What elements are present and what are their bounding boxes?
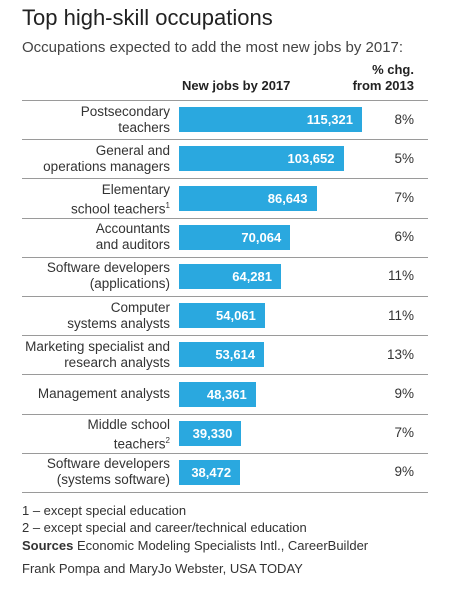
bar-value-label: 86,643 — [267, 191, 308, 206]
pct-change-header-line2: from 2013 — [352, 78, 414, 93]
row-label: Elementary school teachers1 — [10, 182, 170, 218]
row-label-line: Software developers — [46, 456, 170, 471]
row-divider — [22, 453, 428, 454]
row-label: Computer systems analysts — [10, 300, 170, 332]
pct-change-value: 13% — [386, 347, 414, 362]
data-bar — [179, 342, 265, 367]
bar-value-label: 70,064 — [241, 230, 282, 245]
row-label: General and operations managers — [10, 143, 170, 175]
row-label: Software developers (applications) — [10, 260, 170, 292]
data-bar — [179, 460, 241, 485]
row-label-line: research analysts — [64, 355, 170, 370]
row-label: Middle school teachers2 — [10, 417, 170, 453]
row-divider — [22, 335, 428, 336]
row-label: Management analysts — [10, 386, 170, 402]
footnote-marker: 1 — [165, 201, 170, 210]
data-bar — [179, 421, 242, 446]
row-label: Software developers (systems software) — [10, 456, 170, 488]
data-bar — [179, 303, 265, 328]
row-divider — [22, 492, 428, 493]
sources-line: Sources Economic Modeling Specialists In… — [22, 537, 368, 554]
row-label-line: Management analysts — [37, 386, 170, 401]
row-label-line: General and — [95, 143, 170, 158]
row-divider — [22, 414, 428, 415]
bar-value-label: 38,472 — [191, 465, 232, 480]
pct-change-value: 5% — [394, 151, 414, 166]
data-bar — [179, 146, 344, 171]
footnote-2: 2 – except special and career/technical … — [22, 520, 307, 535]
data-bar — [179, 107, 362, 132]
pct-change-value: 7% — [394, 425, 414, 440]
bar-value-label: 64,281 — [232, 269, 272, 284]
credit-line: Frank Pompa and MaryJo Webster, USA TODA… — [22, 561, 303, 576]
row-divider — [22, 100, 428, 101]
bar-value-label: 115,321 — [306, 112, 353, 127]
row-label-line: teachers2 — [113, 436, 170, 452]
pct-change-value: 9% — [394, 386, 414, 401]
chart-notes: 1 – except special education 2 – except … — [22, 502, 368, 577]
data-bar — [179, 225, 291, 250]
footnote-marker: 2 — [165, 436, 170, 445]
row-label-line: Postsecondary — [80, 104, 170, 119]
row-divider — [22, 374, 428, 375]
row-label: Accountants and auditors — [10, 221, 170, 253]
sources-text: Economic Modeling Specialists Intl., Car… — [76, 538, 369, 553]
row-label-line: operations managers — [43, 159, 170, 174]
row-divider — [22, 178, 428, 179]
row-label-line: teachers — [118, 120, 170, 135]
sources-label: Sources — [22, 538, 74, 553]
row-divider — [22, 296, 428, 297]
pct-change-value: 11% — [387, 268, 414, 283]
footnote-1: 1 – except special education — [22, 503, 187, 518]
pct-change-value: 11% — [387, 308, 414, 323]
pct-change-value: 9% — [394, 464, 414, 479]
bar-value-label: 53,614 — [215, 347, 256, 362]
row-label: Marketing specialist and research analyst… — [10, 339, 170, 371]
row-label: Postsecondary teachers — [10, 104, 170, 136]
bar-value-label: 39,330 — [192, 426, 233, 441]
new-jobs-column-header: New jobs by 2017 — [182, 78, 291, 93]
row-divider — [22, 257, 428, 258]
bar-value-label: 103,652 — [287, 151, 335, 166]
row-label-line: (applications) — [89, 276, 170, 291]
pct-change-header-line1: % chg. — [372, 62, 414, 77]
row-divider — [22, 218, 428, 219]
row-label-line: Elementary — [101, 182, 170, 197]
row-divider — [22, 139, 428, 140]
pct-change-value: 7% — [394, 190, 414, 205]
chart-subtitle: Occupations expected to add the most new… — [22, 39, 404, 56]
row-label-line: systems analysts — [67, 316, 170, 331]
data-bar — [179, 264, 281, 289]
row-label-line: Accountants — [95, 221, 170, 236]
row-label-line: Computer — [110, 300, 170, 315]
pct-change-value: 6% — [394, 229, 414, 244]
row-label-line: school teachers1 — [70, 201, 170, 217]
chart-title: Top high-skill occupations — [22, 5, 273, 30]
row-label-line: Marketing specialist and — [25, 339, 170, 354]
bar-value-label: 48,361 — [206, 387, 247, 402]
row-label-line: Software developers — [46, 260, 170, 275]
bar-value-label: 54,061 — [216, 308, 256, 323]
data-bar — [179, 382, 256, 407]
row-label-line: (systems software) — [56, 472, 170, 487]
row-label-line: Middle school — [87, 417, 170, 432]
pct-change-column-header: % chg. from 2013 — [353, 62, 414, 94]
row-label-line: and auditors — [95, 237, 170, 252]
pct-change-value: 8% — [394, 112, 414, 127]
data-bar — [179, 186, 317, 211]
